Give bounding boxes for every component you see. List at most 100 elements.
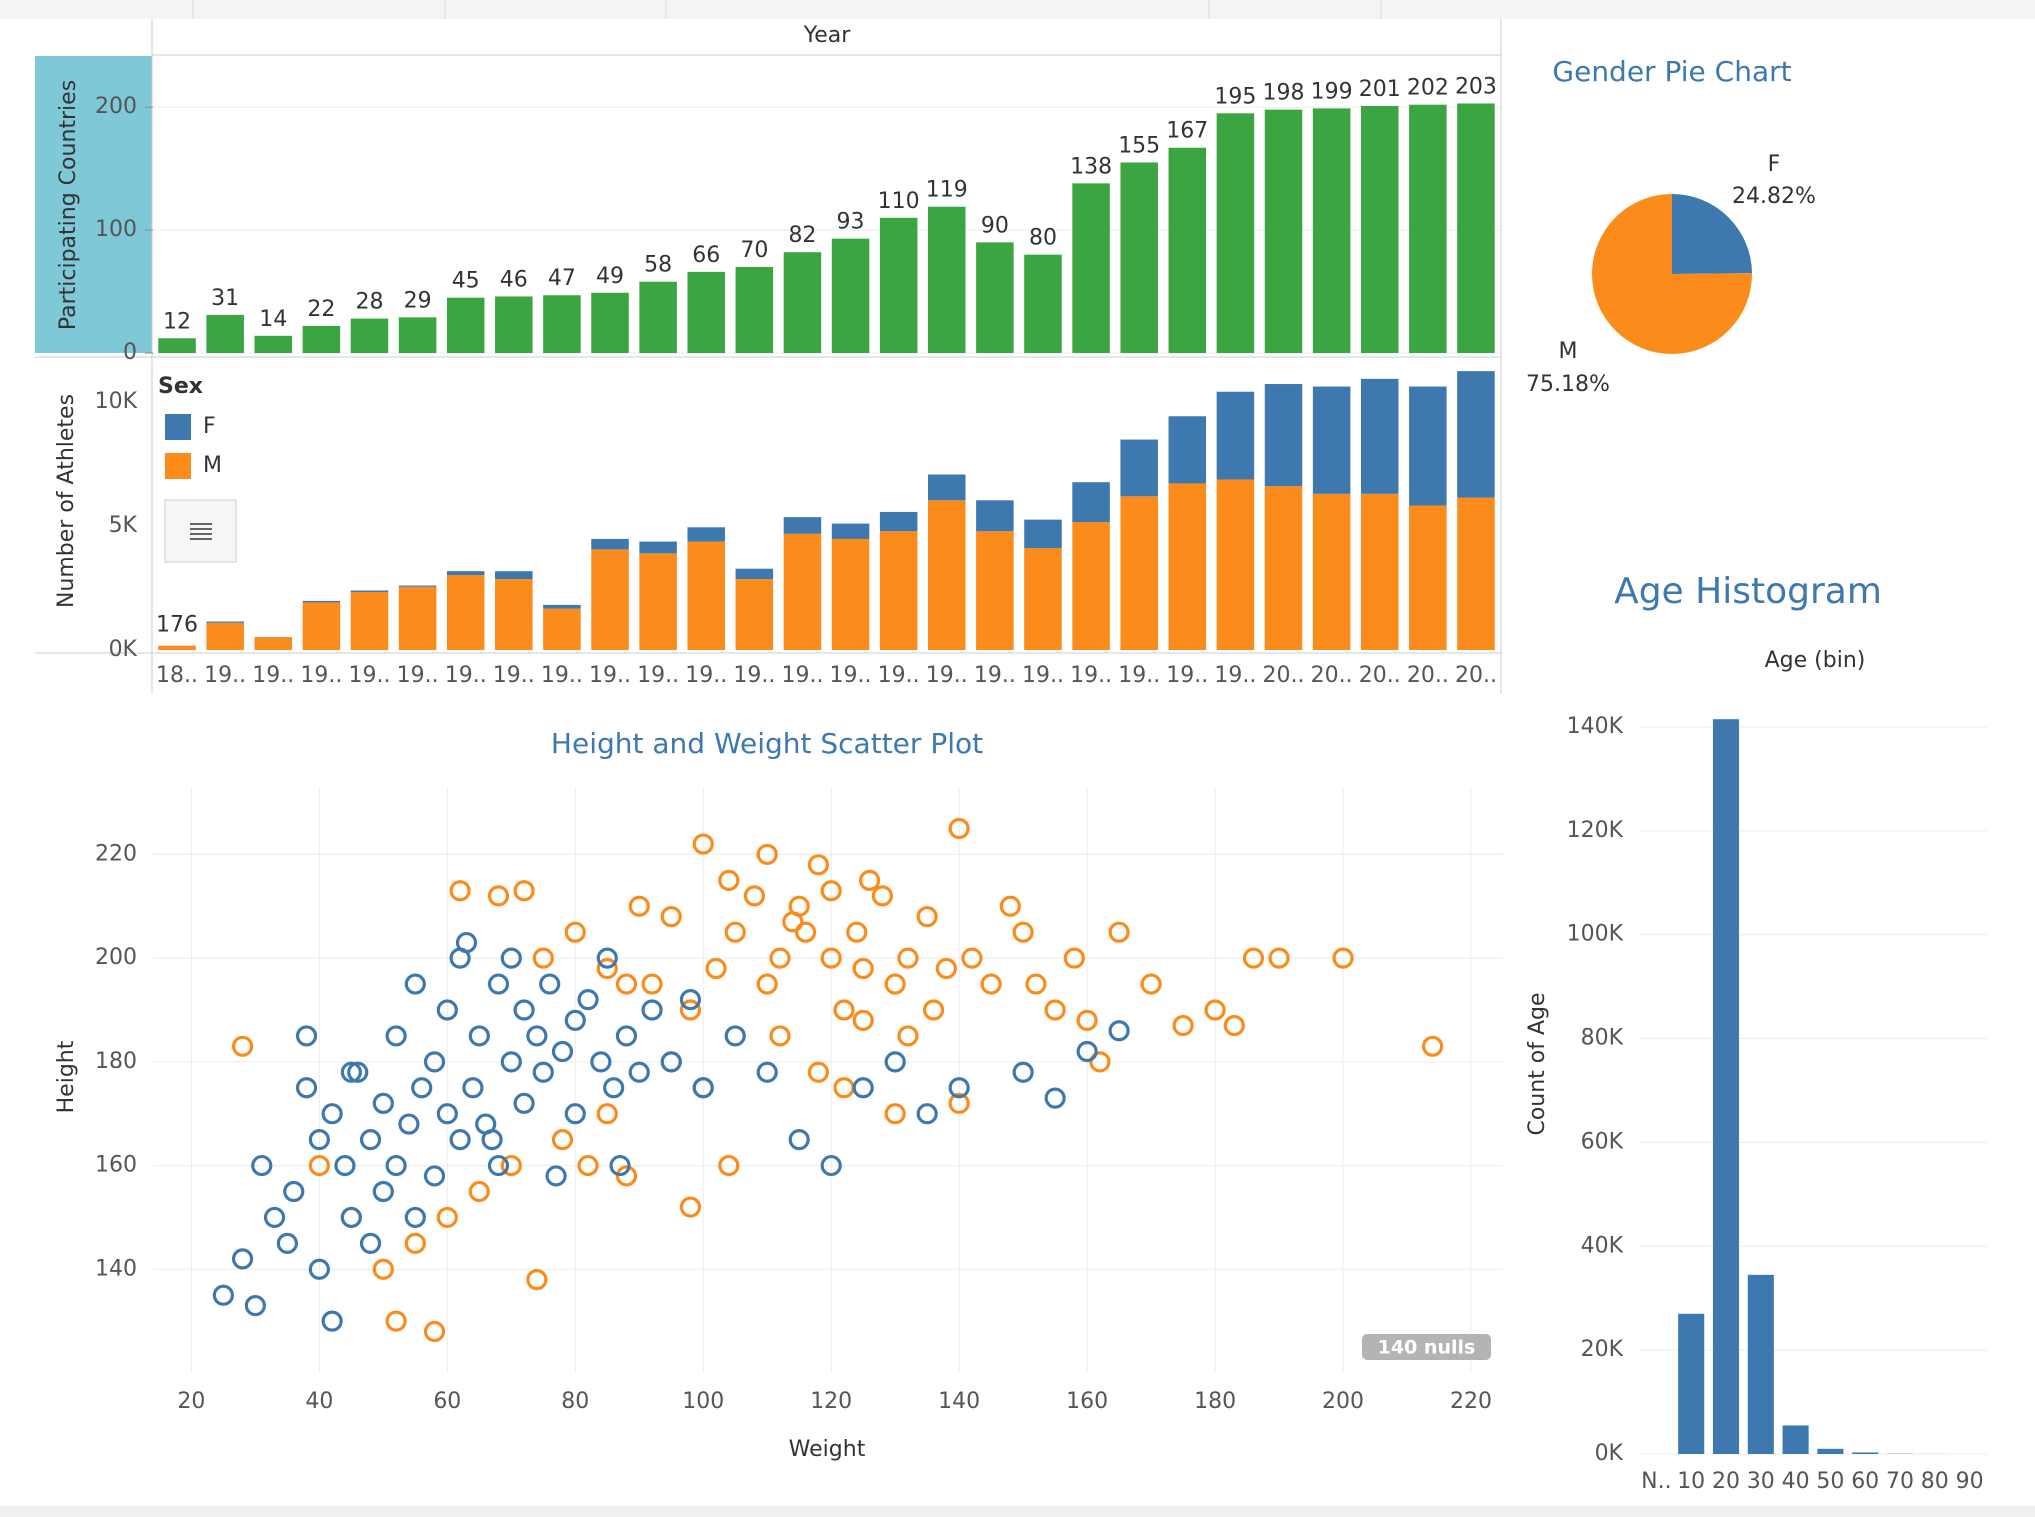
bar (1264, 109, 1303, 353)
scatter-point (231, 1035, 254, 1057)
bar-segment (1457, 371, 1495, 498)
scatter-point (679, 989, 702, 1011)
scatter-point (807, 854, 830, 876)
bar (831, 238, 870, 353)
scatter-point (897, 947, 919, 969)
bar-segment (783, 517, 822, 534)
y-tick-label: 140K (1567, 714, 1624, 739)
y-tick-label: 5K (109, 513, 138, 538)
scatter-point (283, 1180, 305, 1203)
bar (1168, 147, 1207, 353)
bar (398, 317, 437, 353)
bar-segment (976, 531, 1014, 650)
scatter-point (756, 1061, 778, 1083)
x-tick-label: 120 (810, 1389, 852, 1414)
bar-segment (831, 523, 870, 539)
bar (1712, 719, 1740, 1454)
scatter-point (948, 1077, 970, 1099)
bar (1312, 108, 1351, 353)
scatter-point (1044, 999, 1066, 1021)
x-tick-label: 20.. (1455, 663, 1497, 688)
bar-segment (1457, 497, 1495, 650)
scatter-point (615, 973, 638, 995)
value-label: 12 (163, 309, 191, 334)
x-tick-label: 18.. (156, 663, 198, 688)
scatter-point (436, 1206, 458, 1229)
scatter-point (347, 1061, 369, 1083)
x-tick-label: 80 (1921, 1469, 1949, 1494)
bar-segment (687, 527, 725, 542)
scatter-point (468, 1025, 490, 1047)
y-tick-label: 10K (95, 389, 138, 414)
scatter-point (334, 1154, 356, 1177)
x-tick-label: 19.. (974, 663, 1016, 688)
value-label: 70 (740, 238, 768, 263)
scatter-point (423, 1165, 446, 1187)
bar-segment (254, 637, 293, 650)
bar-segment (735, 568, 774, 580)
x-tick-label: 19.. (1022, 663, 1064, 688)
scatter-point (609, 1154, 631, 1177)
value-label: 167 (1166, 119, 1208, 144)
bar (783, 252, 822, 353)
legend-title: Sex (158, 374, 203, 399)
bar-segment (1216, 479, 1255, 650)
y-axis-title: Number of Athletes (54, 394, 79, 608)
bar-segment (158, 645, 196, 650)
bar-segment (783, 533, 822, 650)
scatter-point (935, 957, 957, 980)
scatter-point (385, 1154, 407, 1177)
bar (928, 206, 966, 353)
chart-title: Gender Pie Chart (1552, 55, 1791, 88)
scatter-point (487, 885, 510, 907)
scatter-point (833, 1077, 855, 1099)
scatter-point (1063, 947, 1085, 969)
x-tick-label: 40 (305, 1389, 333, 1414)
legend-label: F (203, 414, 216, 439)
scatter-point (513, 880, 535, 902)
bar-segment (206, 622, 244, 650)
bottom-strip (0, 1506, 2035, 1517)
y-tick-label: 60K (1581, 1129, 1624, 1154)
x-tick-label: N.. (1641, 1469, 1671, 1494)
scatter-point (551, 1129, 574, 1151)
menu-icon (190, 523, 212, 540)
x-tick-label: 19.. (397, 663, 439, 688)
x-tick-label: 19.. (300, 663, 342, 688)
scatter-point (897, 1025, 919, 1047)
bar-segment (1312, 386, 1351, 494)
bar-segment (591, 538, 629, 550)
scatter-point (532, 947, 554, 969)
bar-segment (495, 571, 533, 580)
y-tick-label: 200 (95, 945, 137, 970)
bar (1120, 162, 1158, 353)
nulls-annotation: 140 nulls (1378, 1337, 1476, 1359)
scatter-point (852, 1009, 874, 1031)
scatter-point (411, 1077, 433, 1099)
value-label: 176 (156, 613, 198, 638)
scatter-point (692, 1077, 714, 1099)
y-tick-label: 0 (123, 340, 137, 365)
scatter-point (756, 973, 778, 995)
scatter-point (577, 1154, 599, 1177)
bar-segment (1264, 486, 1303, 650)
scatter-point (449, 1129, 471, 1151)
value-label: 28 (355, 290, 383, 315)
scatter-point (916, 906, 938, 928)
x-tick-label: 19.. (348, 663, 390, 688)
bar (495, 296, 533, 353)
value-label: 93 (837, 210, 865, 235)
legend-menu-button[interactable] (164, 499, 237, 563)
scatter-point (769, 947, 791, 969)
scatter-point (858, 869, 881, 891)
scatter-point (513, 999, 535, 1021)
bar (976, 242, 1014, 353)
scatter-point (449, 880, 471, 902)
scatter-point (852, 957, 874, 980)
scatter-point (487, 973, 510, 995)
y-axis-title: Participating Countries (56, 80, 81, 330)
bar-segment (639, 553, 677, 650)
x-tick-label: 40 (1782, 1469, 1810, 1494)
scatter-point (916, 1103, 938, 1125)
